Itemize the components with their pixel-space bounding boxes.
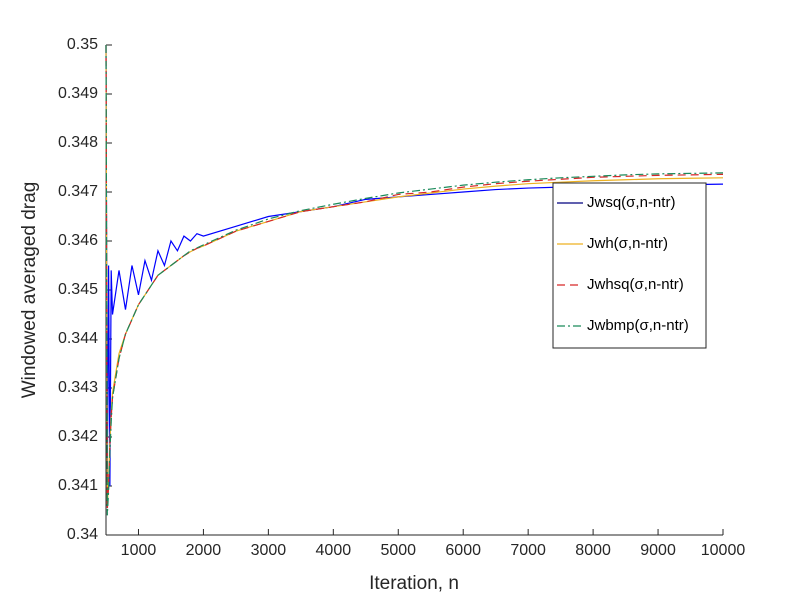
y-tick-label: 0.346 <box>58 232 98 249</box>
y-tick-label: 0.343 <box>58 379 98 396</box>
y-tick-label: 0.348 <box>58 134 98 151</box>
y-tick-label: 0.34 <box>67 526 98 543</box>
legend-label: Jwbmp(σ,n-ntr) <box>587 317 689 334</box>
legend-box <box>552 182 707 349</box>
y-tick-label: 0.349 <box>58 85 98 102</box>
legend-label: Jwh(σ,n-ntr) <box>587 235 668 252</box>
x-tick-label: 3000 <box>251 542 287 559</box>
y-axis-label: Windowed averaged drag <box>19 182 40 399</box>
x-tick-label: 10000 <box>701 542 746 559</box>
legend-label: Jwsq(σ,n-ntr) <box>587 194 675 211</box>
x-tick-label: 9000 <box>640 542 676 559</box>
x-tick-label: 1000 <box>121 542 157 559</box>
x-tick-label: 2000 <box>186 542 222 559</box>
x-axis-label: Iteration, n <box>369 573 459 594</box>
series-line <box>105 44 724 511</box>
x-tick-label: 7000 <box>510 542 546 559</box>
legend-label: Jwhsq(σ,n-ntr) <box>587 276 684 293</box>
x-tick-label: 8000 <box>575 542 611 559</box>
y-tick-label: 0.344 <box>58 330 98 347</box>
x-tick-label: 4000 <box>316 542 352 559</box>
x-tick-label: 6000 <box>445 542 481 559</box>
y-tick-label: 0.342 <box>58 428 98 445</box>
series-line <box>105 44 724 487</box>
y-tick-label: 0.345 <box>58 281 98 298</box>
x-tick-label: 5000 <box>380 542 416 559</box>
y-tick-label: 0.35 <box>67 36 98 53</box>
series-line <box>105 44 724 516</box>
y-tick-label: 0.341 <box>58 477 98 494</box>
y-tick-label: 0.347 <box>58 183 98 200</box>
